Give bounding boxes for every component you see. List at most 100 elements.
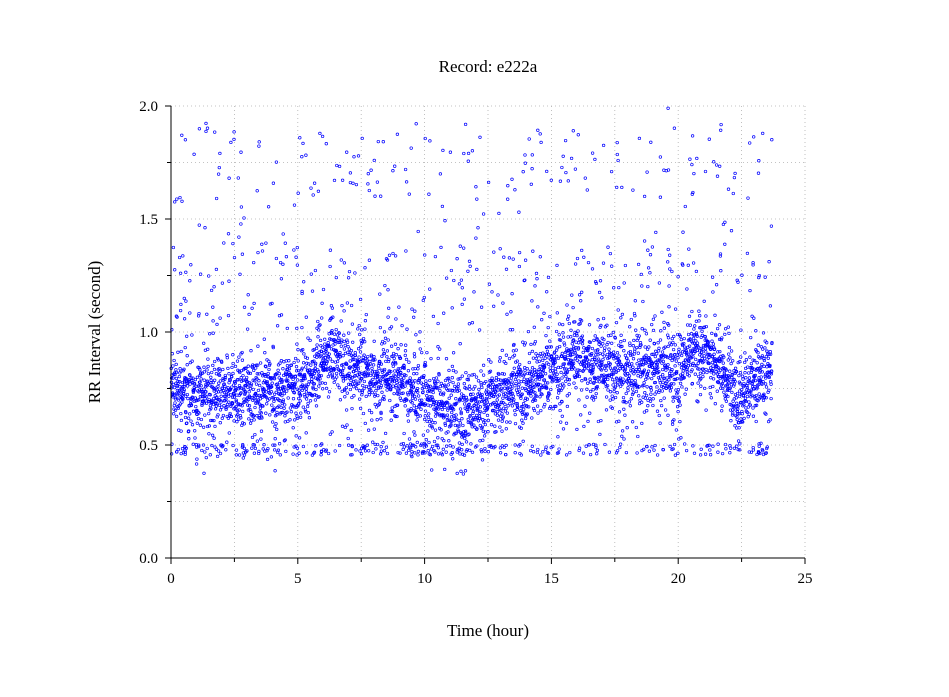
data-point — [428, 404, 433, 408]
data-point — [541, 351, 545, 355]
data-point — [209, 406, 213, 410]
data-point — [436, 356, 440, 361]
data-point — [699, 377, 703, 381]
data-point — [611, 372, 616, 376]
data-point — [413, 433, 417, 437]
data-point — [350, 453, 354, 457]
data-point — [317, 328, 321, 332]
data-point — [536, 128, 540, 132]
data-point — [642, 368, 647, 372]
data-point — [646, 376, 650, 380]
data-point — [423, 136, 427, 141]
data-point — [721, 361, 725, 365]
data-point — [508, 420, 512, 424]
data-point — [688, 363, 693, 367]
data-point — [177, 374, 182, 379]
data-point — [733, 366, 738, 370]
data-point — [680, 262, 684, 266]
data-point — [348, 383, 353, 387]
data-point — [229, 140, 233, 145]
data-point — [670, 336, 674, 341]
data-point — [615, 351, 620, 355]
data-point — [740, 388, 744, 392]
data-point — [396, 389, 400, 393]
data-point — [204, 395, 209, 399]
data-point — [620, 434, 624, 438]
data-point — [197, 444, 201, 449]
data-point — [672, 377, 676, 382]
data-point — [486, 430, 490, 434]
data-point — [355, 373, 359, 377]
data-point — [462, 151, 466, 156]
data-point — [673, 353, 677, 357]
data-point — [360, 388, 365, 393]
data-point — [227, 381, 231, 385]
data-point — [342, 333, 346, 337]
data-point — [711, 444, 715, 448]
data-point — [443, 405, 447, 410]
data-point — [381, 348, 386, 352]
data-point — [690, 368, 694, 372]
data-point — [419, 407, 423, 411]
data-point — [631, 391, 635, 395]
data-point — [763, 346, 767, 350]
data-point — [723, 220, 727, 224]
data-point — [488, 385, 493, 389]
data-point — [598, 325, 602, 329]
data-point — [433, 421, 437, 425]
data-point — [221, 367, 225, 372]
data-point — [462, 382, 466, 386]
data-point — [507, 381, 511, 385]
data-point — [310, 289, 315, 293]
data-point — [719, 354, 723, 359]
data-point — [640, 327, 644, 331]
data-point — [711, 377, 716, 381]
data-point — [345, 150, 349, 154]
data-point — [744, 358, 749, 362]
data-point — [456, 377, 460, 381]
data-point — [377, 361, 382, 366]
data-point — [385, 388, 389, 392]
data-point — [727, 331, 731, 336]
data-point — [595, 448, 600, 453]
data-point — [744, 376, 748, 380]
data-point — [553, 360, 557, 365]
data-point — [723, 242, 727, 246]
chart-title: Record: e222a — [439, 57, 538, 76]
data-point — [412, 352, 417, 356]
data-point — [582, 346, 586, 350]
data-point — [593, 334, 597, 338]
data-point — [204, 455, 208, 460]
data-point — [176, 398, 181, 402]
data-point — [634, 328, 638, 332]
data-point — [605, 384, 610, 388]
data-point — [598, 432, 602, 437]
data-point — [399, 371, 403, 375]
data-point — [216, 172, 221, 176]
data-point — [301, 361, 306, 365]
data-point — [656, 366, 660, 370]
data-point — [294, 434, 298, 438]
data-point — [560, 165, 564, 170]
data-point — [585, 387, 589, 391]
data-point — [412, 355, 417, 359]
data-point — [697, 367, 701, 371]
data-point — [735, 404, 739, 408]
data-point — [586, 349, 590, 353]
data-point — [433, 414, 438, 418]
data-point — [618, 445, 622, 450]
data-point — [720, 409, 724, 413]
data-point — [372, 339, 376, 343]
data-point — [601, 357, 605, 362]
data-point — [185, 384, 190, 388]
data-point — [478, 135, 482, 139]
data-point — [704, 314, 708, 318]
data-point — [314, 444, 318, 448]
data-point — [522, 407, 526, 411]
data-point — [516, 405, 520, 410]
data-point — [423, 414, 427, 418]
data-point — [330, 329, 334, 333]
data-point — [408, 442, 413, 446]
data-point — [420, 375, 424, 379]
data-point — [465, 447, 469, 452]
